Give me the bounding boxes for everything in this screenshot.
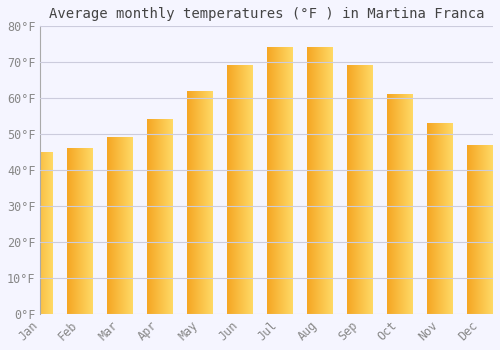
Title: Average monthly temperatures (°F ) in Martina Franca: Average monthly temperatures (°F ) in Ma… <box>49 7 484 21</box>
